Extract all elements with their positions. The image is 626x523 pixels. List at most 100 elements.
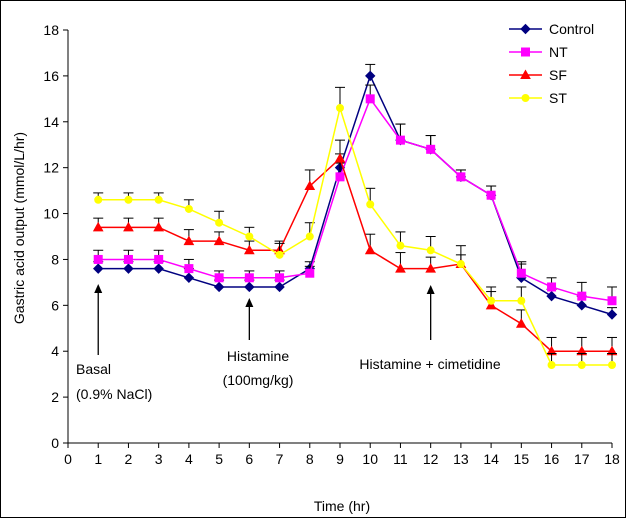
series-st	[93, 86, 617, 369]
x-tick-label: 11	[393, 451, 408, 467]
x-tick-label: 16	[544, 451, 560, 467]
data-point	[92, 221, 104, 232]
x-tick-label: 12	[423, 451, 439, 467]
y-tick-label: 6	[51, 297, 59, 313]
series-line	[98, 97, 613, 302]
legend-item-nt: NT	[509, 44, 568, 60]
y-tick-label: 0	[51, 435, 59, 451]
x-tick-label: 5	[215, 451, 223, 467]
data-point	[334, 152, 346, 163]
data-point	[153, 221, 165, 232]
y-tick-label: 18	[43, 22, 59, 38]
data-point	[365, 94, 375, 104]
data-point	[244, 273, 254, 283]
data-point	[154, 254, 164, 264]
legend: Control NT SF ST	[509, 21, 594, 106]
x-tick-label: 17	[574, 451, 590, 467]
data-point	[93, 254, 103, 264]
data-point	[215, 218, 224, 227]
data-point	[305, 268, 315, 278]
data-point	[577, 360, 586, 369]
data-point	[606, 309, 618, 320]
x-tick-label: 18	[604, 451, 620, 467]
data-point	[123, 221, 134, 232]
data-point	[487, 296, 496, 305]
y-tick-label: 8	[51, 251, 59, 267]
legend-label: ST	[549, 90, 567, 106]
data-point	[547, 360, 556, 369]
legend-marker	[520, 69, 531, 79]
data-point	[183, 272, 195, 284]
series-nt	[93, 84, 617, 306]
x-tick-label: 3	[155, 451, 163, 467]
annotation-text: Histamine	[227, 348, 289, 364]
x-tick-label: 13	[453, 451, 469, 467]
y-tick-label: 14	[43, 114, 59, 130]
x-tick-label: 4	[185, 451, 193, 467]
data-point	[426, 144, 436, 154]
data-point	[366, 200, 375, 209]
annotation-text: Basal	[76, 361, 111, 377]
data-point	[516, 268, 526, 278]
data-point	[364, 244, 376, 255]
data-point	[547, 282, 557, 292]
legend-item-st: ST	[509, 90, 567, 106]
data-point	[275, 273, 285, 283]
series-line	[98, 105, 612, 366]
legend-label: SF	[549, 67, 567, 83]
annotation-arrowhead	[94, 284, 103, 293]
data-point	[546, 290, 557, 302]
x-tick-label: 2	[125, 451, 133, 467]
legend-label: NT	[549, 44, 568, 60]
data-point	[274, 281, 285, 293]
legend-item-sf: SF	[509, 67, 567, 83]
data-point	[304, 180, 316, 191]
data-point	[336, 104, 344, 113]
legend-item-control: Control	[509, 21, 594, 37]
x-tick-label: 8	[306, 451, 314, 467]
data-point	[275, 250, 284, 259]
x-axis-title: Time (hr)	[314, 498, 370, 514]
data-point	[183, 235, 195, 246]
series-line	[98, 73, 613, 316]
legend-label: Control	[549, 21, 594, 37]
data-point	[243, 244, 255, 255]
y-tick-label: 12	[43, 160, 59, 176]
data-point	[93, 263, 104, 274]
x-tick-label: 15	[514, 451, 530, 467]
legend-marker	[520, 23, 531, 35]
y-axis-title-group: Gastric acid output (mmol/L/hr)	[11, 132, 27, 324]
data-point	[365, 70, 376, 82]
data-point	[395, 263, 406, 273]
data-point	[485, 299, 497, 310]
data-point	[607, 296, 617, 306]
legend-marker	[521, 94, 530, 102]
data-point	[577, 291, 587, 301]
data-point	[608, 360, 616, 369]
data-point	[123, 254, 133, 264]
data-point	[576, 300, 587, 311]
y-tick-label: 4	[51, 343, 59, 359]
data-point	[426, 246, 435, 255]
data-point	[456, 260, 465, 269]
data-point	[395, 135, 405, 145]
data-point	[456, 172, 466, 182]
y-tick-label: 10	[43, 206, 59, 222]
annotation-text: (100mg/kg)	[223, 372, 294, 388]
annotation-layer: Basal (0.9% NaCl) Histamine (100mg/kg) Hista…	[76, 284, 501, 402]
data-point	[244, 281, 255, 293]
data-point	[124, 195, 133, 204]
annotation-arrowhead	[426, 285, 435, 294]
data-point	[517, 296, 526, 305]
annotation-text: Histamine + cimetidine	[359, 356, 500, 372]
series-line	[98, 157, 612, 352]
x-tick-label: 14	[483, 451, 499, 467]
data-point	[486, 190, 496, 200]
x-tick-label: 1	[94, 451, 102, 467]
data-point	[335, 172, 345, 182]
x-tick-label: 10	[362, 451, 378, 467]
x-tick-label: 6	[245, 451, 253, 467]
data-point	[425, 263, 437, 273]
